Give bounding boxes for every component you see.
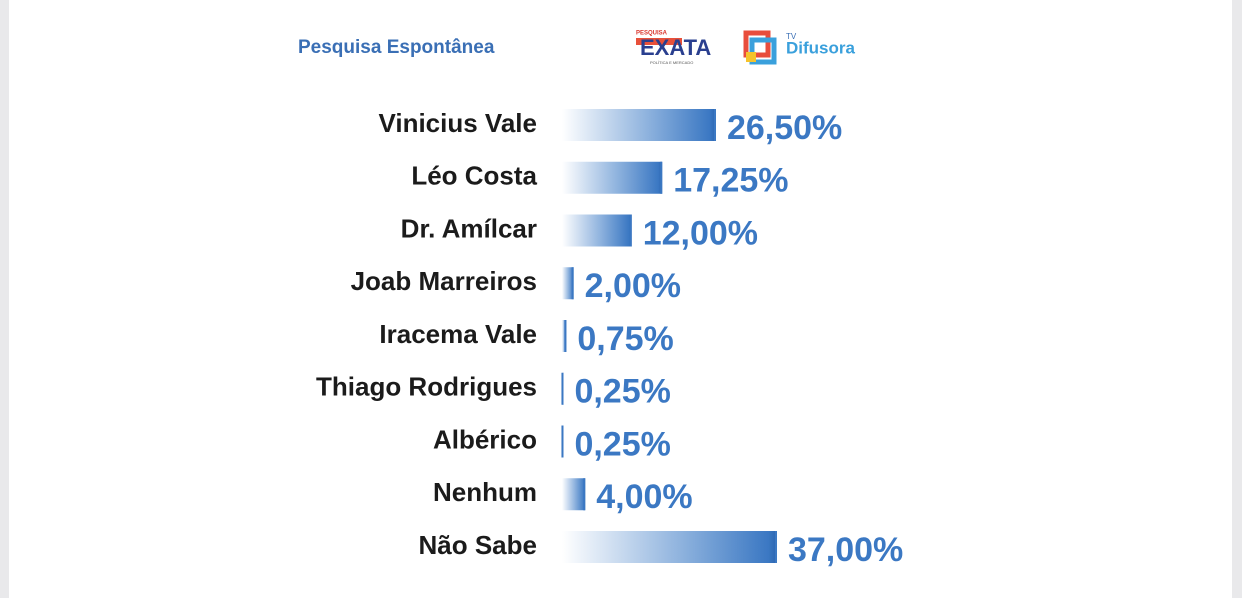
- value-label: 2,00%: [585, 267, 681, 305]
- category-label: Joab Marreiros: [351, 266, 537, 296]
- logo-text: POLÍTICA E MERCADO: [650, 60, 693, 65]
- logo-text: TV: [786, 32, 797, 41]
- category-label: Iracema Vale: [379, 319, 537, 349]
- bar: [562, 161, 663, 194]
- value-label: 12,00%: [643, 214, 758, 252]
- logo-difusora: TV Difusora: [743, 30, 856, 65]
- category-label: Vinicius Vale: [378, 108, 537, 138]
- value-label: 0,25%: [574, 425, 670, 463]
- bar: [562, 531, 777, 563]
- border-left: [0, 0, 9, 598]
- category-label: Léo Costa: [411, 161, 537, 191]
- logo-text: PESQUISA: [636, 31, 668, 37]
- bar: [562, 478, 586, 511]
- bar: [562, 109, 716, 141]
- category-label: Não Sabe: [419, 530, 538, 560]
- bar: [562, 320, 567, 352]
- value-label: 4,00%: [596, 478, 692, 516]
- logo-shape: [746, 52, 756, 62]
- bar-edge: [774, 531, 777, 563]
- logo-text: EXATA: [640, 35, 711, 60]
- logo-stripe: [636, 38, 682, 45]
- bar-edge: [571, 267, 574, 300]
- bar-edge: [713, 109, 716, 141]
- logo-shape: [743, 30, 771, 58]
- value-label: 0,75%: [577, 320, 673, 358]
- value-label: 0,25%: [574, 373, 670, 411]
- category-label: Albérico: [433, 424, 537, 454]
- value-label: 37,00%: [788, 531, 903, 569]
- bar-edge: [660, 161, 663, 194]
- border-right: [1232, 0, 1242, 598]
- category-label: Dr. Amílcar: [401, 213, 537, 243]
- bar-edge: [561, 372, 564, 405]
- category-label: Thiago Rodrigues: [316, 372, 537, 402]
- bar-edge: [583, 478, 586, 511]
- bar-edge: [561, 425, 564, 458]
- category-label: Nenhum: [433, 477, 537, 507]
- bar-edge: [629, 214, 632, 247]
- bar: [562, 214, 632, 247]
- value-label: 17,25%: [673, 162, 788, 200]
- chart-title: Pesquisa Espontânea: [298, 37, 495, 58]
- logo-exata: PESQUISA EXATA POLÍTICA E MERCADO: [636, 31, 711, 65]
- logo-shape: [749, 37, 777, 65]
- bar: [562, 267, 574, 300]
- value-label: 26,50%: [727, 109, 842, 147]
- logo-text: Difusora: [786, 38, 856, 57]
- bar-edge: [564, 320, 567, 352]
